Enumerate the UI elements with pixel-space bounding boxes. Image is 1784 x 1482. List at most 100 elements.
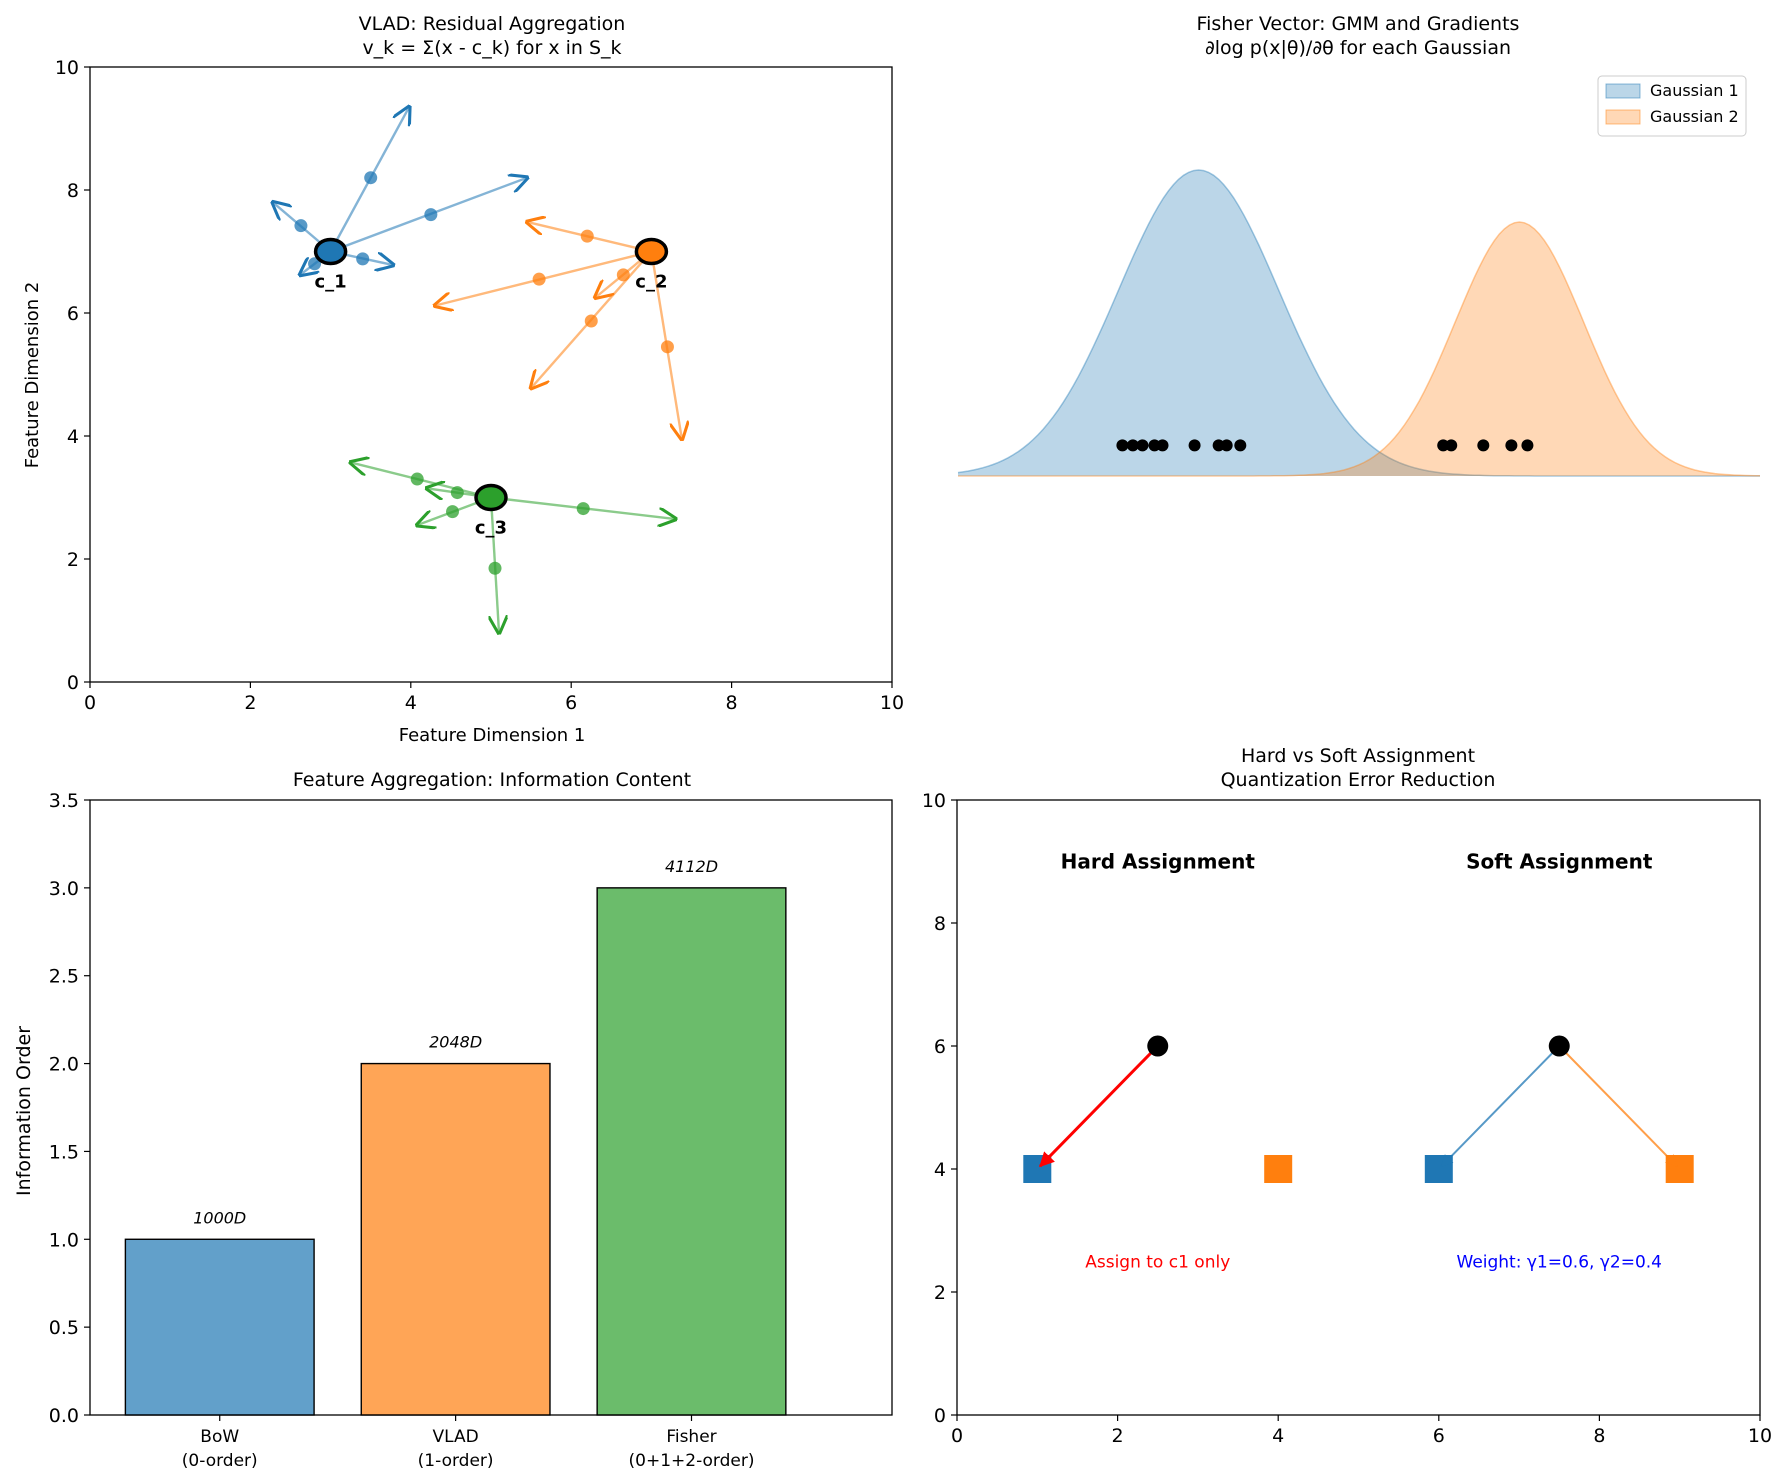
- legend-swatch-gaussian-1: [1605, 83, 1641, 99]
- descriptor-point: [580, 229, 594, 243]
- cluster-center-c_2: [634, 237, 669, 266]
- vlad-y-tick-label: 4: [67, 426, 79, 448]
- bar-y-tick-label: 1.0: [49, 1229, 79, 1251]
- sample-point: [1220, 439, 1233, 452]
- sample-point: [1445, 439, 1458, 452]
- sample-point: [1126, 439, 1139, 452]
- descriptor-point: [616, 268, 630, 282]
- legend-label-gaussian-2: Gaussian 2: [1650, 107, 1739, 126]
- vlad-x-tick-label: 0: [84, 692, 96, 714]
- vlad-panel: VLAD: Residual Aggregation v_k = Σ(x - c…: [22, 13, 904, 746]
- gaussian-curve-1: [957, 169, 1760, 477]
- fisher-plot-area: [957, 169, 1761, 477]
- descriptor-point: [1147, 1035, 1169, 1057]
- sample-point: [1116, 439, 1129, 452]
- bar: [124, 1238, 315, 1416]
- cluster-center-c_1: [313, 237, 348, 266]
- vlad-y-axis-label: Feature Dimension 2: [22, 282, 43, 469]
- assign-x-tick-label: 6: [1433, 1425, 1445, 1447]
- bar-data-label: 1000D: [193, 1208, 246, 1227]
- descriptor-point: [450, 486, 464, 500]
- gaussian-area-1: [958, 170, 1760, 476]
- bar-chart-title: Feature Aggregation: Information Content: [293, 769, 691, 791]
- descriptor-point: [584, 314, 598, 328]
- vlad-x-tick-label: 2: [244, 692, 256, 714]
- assign-y-tick-label: 6: [934, 1036, 946, 1058]
- descriptor-point: [424, 208, 438, 222]
- bar-category-label: (0-order): [182, 1451, 258, 1471]
- vlad-y-tick-label: 10: [55, 57, 79, 79]
- sample-point: [1505, 439, 1518, 452]
- vlad-x-tick-label: 4: [405, 692, 417, 714]
- bar-y-axis-label: Information Order: [13, 1026, 35, 1196]
- aggregation-bar-panel: Feature Aggregation: Information Content…: [13, 769, 893, 1471]
- descriptor-point: [308, 257, 322, 271]
- legend-label-gaussian-1: Gaussian 1: [1650, 81, 1739, 100]
- descriptor-point: [488, 561, 502, 575]
- descriptor-point: [660, 340, 674, 354]
- vlad-x-tick-label: 6: [565, 692, 577, 714]
- bar-category-label: (1-order): [418, 1451, 494, 1471]
- descriptor-point: [356, 252, 370, 266]
- bar-plot-area: 1000D BoW (0-order) 2048D VLAD (1-order) 4112D…: [49, 790, 893, 1471]
- assignment-heading: Hard Assignment: [1061, 850, 1256, 874]
- vlad-x-axis-label: Feature Dimension 1: [399, 725, 586, 746]
- sample-point: [1521, 439, 1534, 452]
- assignment-title-line-1: Hard vs Soft Assignment: [1241, 745, 1475, 767]
- cluster-center-label: c_2: [635, 272, 667, 293]
- assignment-note: Weight: γ1=0.6, γ2=0.4: [1457, 1252, 1662, 1272]
- assign-y-tick-label: 8: [934, 913, 946, 935]
- codeword-square: [1264, 1155, 1293, 1183]
- descriptor-point: [576, 502, 590, 516]
- assign-x-tick-label: 8: [1593, 1425, 1605, 1447]
- assign-x-tick-label: 4: [1272, 1425, 1284, 1447]
- bar-category-label: Fisher: [666, 1427, 716, 1447]
- cluster-center-label: c_3: [475, 518, 507, 539]
- bar-y-tick-label: 0.0: [49, 1405, 79, 1427]
- bar-category-label: BoW: [200, 1427, 239, 1447]
- fisher-title-line-2: ∂log p(x|θ)/∂θ for each Gaussian: [1205, 37, 1511, 59]
- vlad-title-line-2: v_k = Σ(x - c_k) for x in S_k: [362, 37, 621, 59]
- assignment-panel: Hard vs Soft Assignment Quantization Err…: [922, 745, 1772, 1447]
- bar-y-tick-label: 1.5: [49, 1141, 79, 1163]
- descriptor-point: [294, 219, 308, 233]
- assignment-heading: Soft Assignment: [1466, 850, 1653, 874]
- bar-category-label: (0+1+2-order): [629, 1451, 755, 1471]
- vlad-y-tick-label: 6: [67, 303, 79, 325]
- vlad-plot-area: 0 2 4 6 8 10 0 2 4 6 8 10 c_1 c_2 c_3: [55, 57, 904, 714]
- assign-y-tick-label: 4: [934, 1159, 946, 1181]
- legend-swatch-gaussian-2: [1605, 109, 1641, 125]
- bar-y-tick-label: 2.5: [49, 966, 79, 988]
- vlad-title-line-1: VLAD: Residual Aggregation: [359, 13, 626, 35]
- assign-x-tick-label: 2: [1112, 1425, 1124, 1447]
- assignment-note: Assign to c1 only: [1085, 1252, 1230, 1272]
- bar-y-tick-label: 3.5: [49, 790, 79, 812]
- cluster-center-c_3: [474, 483, 508, 512]
- assign-y-tick-label: 0: [934, 1405, 946, 1427]
- fisher-panel: Fisher Vector: GMM and Gradients ∂log p(…: [957, 13, 1761, 477]
- bar-category-label: VLAD: [433, 1427, 479, 1447]
- descriptor-point: [1548, 1035, 1570, 1057]
- bar: [596, 887, 787, 1416]
- bar-data-label: 2048D: [429, 1033, 482, 1052]
- vlad-x-tick-label: 8: [726, 692, 738, 714]
- bar-data-label: 4112D: [665, 857, 718, 876]
- assign-frame: [956, 799, 1761, 1416]
- descriptor-point: [532, 272, 546, 286]
- assign-y-tick-label: 2: [934, 1282, 946, 1304]
- gaussian-area-2: [958, 222, 1760, 476]
- sample-point: [1188, 439, 1201, 452]
- bar-y-tick-label: 3.0: [49, 878, 79, 900]
- vlad-y-tick-label: 8: [67, 180, 79, 202]
- bar-y-tick-label: 2.0: [49, 1054, 79, 1076]
- sample-point: [1156, 439, 1169, 452]
- descriptor-point: [364, 171, 378, 185]
- assign-x-tick-label: 0: [951, 1425, 963, 1447]
- assign-y-tick-label: 10: [922, 790, 946, 812]
- vlad-x-tick-label: 10: [880, 692, 904, 714]
- gaussian-curve-2: [958, 221, 1761, 477]
- assignment-plot-area: 0 2 4 6 8 10 0 2 4 6 8 10 Hard Assignment Assign to c…: [922, 790, 1772, 1447]
- cluster-center-label: c_1: [314, 272, 346, 293]
- sample-point: [1136, 439, 1149, 452]
